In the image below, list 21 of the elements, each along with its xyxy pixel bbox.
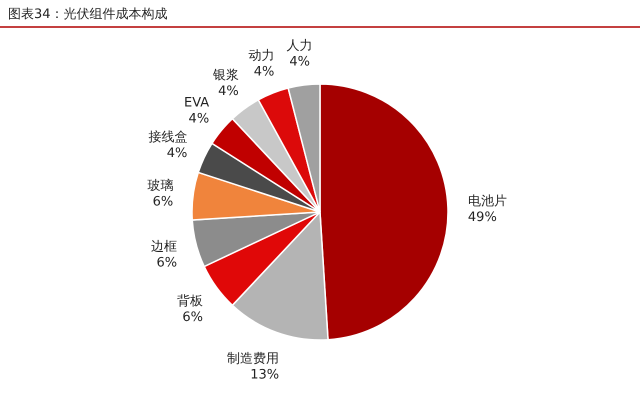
slice-label: 边框: [151, 239, 178, 254]
data-label: 4%: [166, 146, 188, 162]
data-label: 13%: [250, 367, 280, 382]
slice-label: 动力: [248, 48, 274, 64]
data-label: 49%: [468, 210, 497, 225]
data-label: 4%: [218, 84, 239, 99]
slice-label: 背板: [176, 294, 203, 310]
slice-label: 接线盒: [148, 130, 188, 146]
data-label: 4%: [188, 112, 210, 127]
data-label: 4%: [289, 54, 310, 70]
data-label: 6%: [156, 255, 178, 270]
slice-label: 人力: [286, 38, 313, 54]
data-label: 6%: [182, 310, 203, 326]
slice-label: 玻璃: [147, 178, 174, 194]
slice-label: 电池片: [468, 194, 507, 209]
slice-label: 制造费用: [227, 351, 280, 366]
slice-label: 银浆: [212, 68, 239, 83]
chart-title: 图表34：光伏组件成本构成: [8, 7, 168, 22]
data-label: 6%: [152, 194, 174, 210]
slice-label: EVA: [184, 96, 210, 111]
data-label: 4%: [254, 64, 274, 80]
